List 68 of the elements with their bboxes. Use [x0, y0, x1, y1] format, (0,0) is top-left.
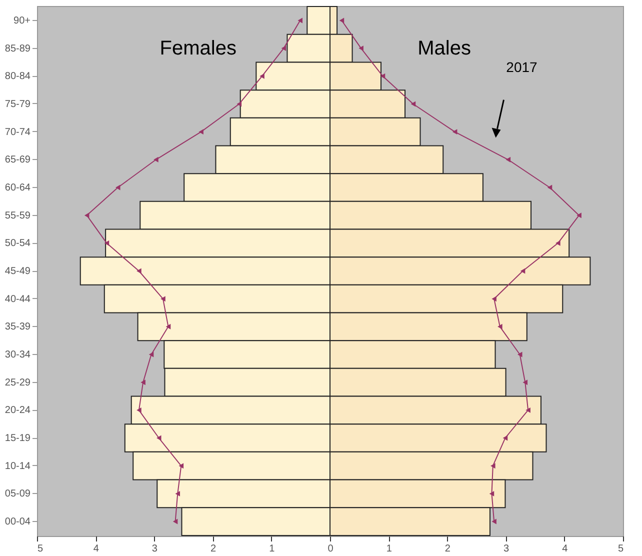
point [492, 518, 496, 524]
series-label: Males [418, 37, 471, 60]
y-tick-label: 50-54 [4, 238, 31, 250]
y-tick-label: 05-09 [4, 488, 31, 500]
point [492, 296, 496, 302]
point [104, 240, 110, 246]
point [160, 296, 166, 302]
y-tick-label: 40-44 [4, 294, 31, 305]
x-tick-label: 5 [38, 544, 44, 554]
series-label: Females [160, 37, 236, 60]
point [84, 212, 90, 218]
y-tick-label: 30-34 [4, 350, 31, 361]
x-tick-label: 4 [93, 544, 100, 554]
x-tick-label: 1 [386, 544, 392, 554]
point [576, 212, 582, 218]
point [298, 18, 302, 24]
x-tick-label: 3 [504, 544, 510, 554]
x-tick-label: 4 [562, 544, 568, 554]
point [498, 324, 502, 330]
point [339, 18, 344, 24]
y-tick-label: 00-04 [4, 516, 31, 528]
x-tick-label: 1 [269, 544, 276, 554]
x-tick-label: 2 [210, 544, 217, 554]
point [178, 463, 184, 469]
point [526, 407, 530, 413]
point [452, 129, 458, 135]
y-tick-label: 60-64 [4, 182, 31, 194]
x-tick-label: 5 [618, 544, 624, 554]
point [520, 268, 526, 274]
point [136, 268, 142, 274]
point [156, 435, 162, 441]
y-tick-label: 15-19 [4, 433, 31, 444]
point [281, 46, 286, 52]
point [556, 240, 560, 246]
point [410, 101, 416, 107]
point [547, 184, 552, 190]
x-tick-label: 2 [444, 544, 451, 554]
y-tick-label: 45-49 [4, 266, 31, 277]
point [198, 129, 204, 135]
point [148, 352, 154, 358]
y-tick-label: 65-69 [4, 154, 31, 166]
point [522, 380, 528, 386]
y-tick-label: 75-79 [4, 98, 31, 110]
y-tick-label: 20-24 [4, 405, 31, 416]
point [136, 407, 142, 413]
point [260, 73, 264, 79]
y-tick-label: 90+ [14, 15, 31, 26]
y-tick-label: 85-89 [4, 43, 31, 54]
point [175, 490, 180, 496]
point [154, 156, 158, 162]
point [380, 73, 386, 79]
point [166, 324, 171, 330]
point [506, 156, 511, 162]
point [490, 463, 496, 469]
x-tick-label: 0 [328, 544, 334, 554]
point [489, 490, 494, 496]
x-tick-label: 3 [152, 544, 158, 554]
point [172, 518, 178, 524]
y-tick-label: 35-39 [4, 322, 31, 333]
point [502, 435, 508, 441]
y-tick-label: 55-59 [4, 210, 31, 222]
point [140, 380, 146, 386]
annotation: 2017 [506, 58, 538, 75]
point [236, 101, 242, 107]
y-tick-label: 80-84 [4, 71, 31, 82]
y-tick-label: 25-29 [4, 377, 31, 388]
y-tick-label: 70-74 [4, 126, 31, 138]
y-tick-label: 10-14 [4, 460, 31, 472]
